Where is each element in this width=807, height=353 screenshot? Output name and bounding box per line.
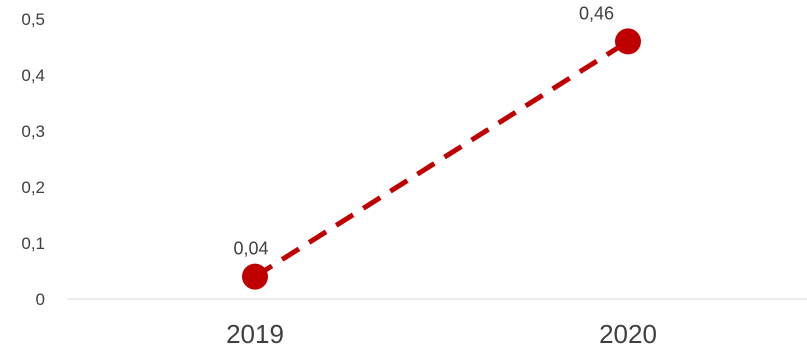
y-tick-label: 0,3 [21,122,45,141]
x-tick-label: 2020 [599,319,657,349]
y-tick-label: 0 [36,290,45,309]
x-tick-label: 2019 [226,319,284,349]
y-tick-label: 0,4 [21,66,45,85]
y-axis-tick-labels: 0 0,1 0,2 0,3 0,4 0,5 [21,10,45,309]
data-point-marker [615,28,641,55]
data-label: 0,46 [579,3,614,23]
y-tick-label: 0,2 [21,178,45,197]
series-lines [253,39,630,279]
series-line [253,39,630,279]
series-markers [242,28,641,290]
y-tick-label: 0,5 [21,10,45,29]
data-point-marker [242,263,268,290]
y-tick-label: 0,1 [21,234,45,253]
data-label: 0,04 [233,239,268,259]
x-axis-tick-labels: 2019 2020 [226,319,657,349]
data-labels: 0,04 0,46 [233,3,614,258]
